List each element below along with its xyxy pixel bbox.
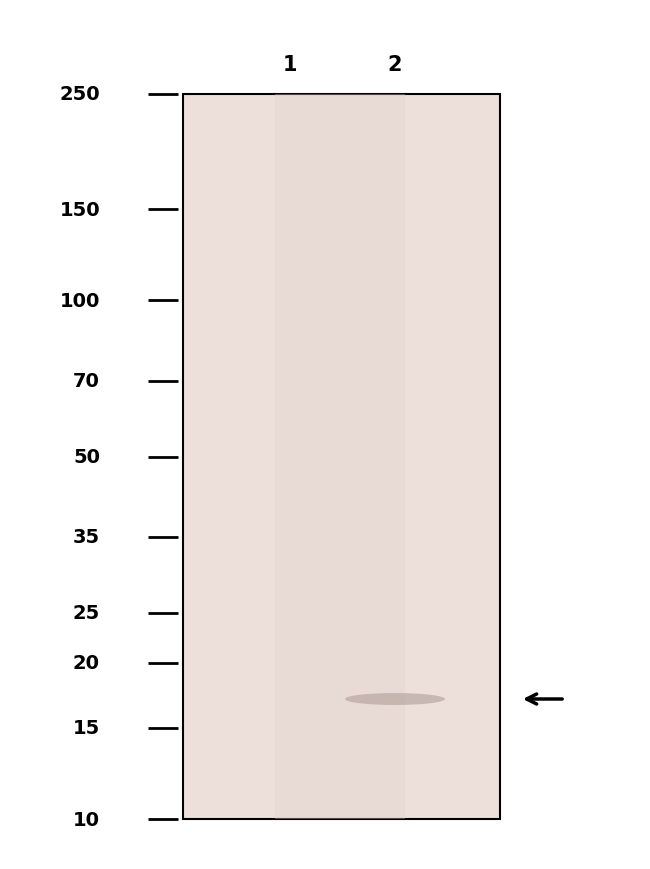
Text: 1: 1: [283, 55, 297, 75]
Text: 10: 10: [73, 810, 100, 828]
Text: 150: 150: [59, 201, 100, 219]
Text: 2: 2: [388, 55, 402, 75]
Text: 15: 15: [73, 719, 100, 737]
Text: 35: 35: [73, 527, 100, 547]
Text: 250: 250: [59, 85, 100, 104]
Text: 50: 50: [73, 448, 100, 467]
Ellipse shape: [345, 693, 445, 705]
Bar: [275, 95, 405, 819]
Text: 70: 70: [73, 372, 100, 391]
Bar: [183, 95, 500, 819]
Text: 20: 20: [73, 653, 100, 673]
Text: 100: 100: [60, 291, 100, 310]
Text: 25: 25: [73, 603, 100, 622]
